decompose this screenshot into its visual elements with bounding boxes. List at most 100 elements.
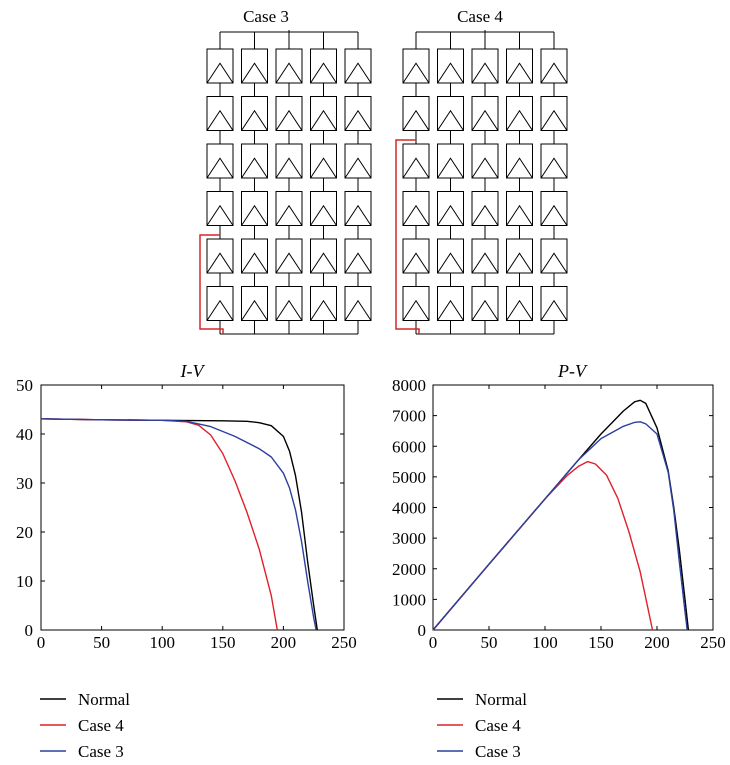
module-triangle xyxy=(402,109,430,131)
pv-legend: Normal Case 4 Case 3 xyxy=(437,690,527,761)
case4-pv-module xyxy=(506,96,533,131)
iv-legend: Normal Case 4 Case 3 xyxy=(40,690,130,761)
module-triangle xyxy=(206,299,234,321)
iv-chart: I-V 0 50 100 150 200 250 0 10 20 30 40 50 xyxy=(16,361,357,652)
pv-x-tick-label: 100 xyxy=(532,633,558,652)
case3-pv-module xyxy=(310,143,337,179)
case3-pv-module xyxy=(275,238,303,274)
module-triangle xyxy=(540,109,568,131)
pv-x-tick-label: 250 xyxy=(700,633,726,652)
iv-x-tick-label: 100 xyxy=(149,633,175,652)
module-triangle xyxy=(437,252,464,274)
pv-y-tick-label: 6000 xyxy=(392,437,426,456)
module-triangle xyxy=(540,62,568,84)
module-triangle xyxy=(540,157,568,179)
module-triangle xyxy=(540,299,568,321)
iv-legend-label: Normal xyxy=(78,690,130,709)
pv-chart: P-V 0 50 100 150 200 250 0 1000 2000 3000 4000 5000… xyxy=(392,361,726,652)
pv-x-tick-label: 150 xyxy=(588,633,614,652)
module-triangle xyxy=(241,252,268,274)
case3-pv-module xyxy=(275,143,303,179)
case3-pv-module xyxy=(310,286,337,321)
module-triangle xyxy=(241,204,268,226)
module-triangle xyxy=(506,157,533,179)
case4-pv-module xyxy=(437,96,464,131)
module-triangle xyxy=(206,252,234,274)
module-triangle xyxy=(310,204,337,226)
pv-axis-ticks: 0 50 100 150 200 250 0 1000 2000 3000 4000 5000 6000… xyxy=(392,376,726,652)
case3-pv-module xyxy=(206,191,234,226)
pv-legend-label: Case 3 xyxy=(475,742,521,761)
iv-x-tick-label: 50 xyxy=(93,633,110,652)
module-triangle xyxy=(310,157,337,179)
pv-legend-label: Normal xyxy=(475,690,527,709)
pv-series-line-normal xyxy=(432,399,690,631)
iv-y-tick-label: 10 xyxy=(16,572,33,591)
pv-series-line-case-4 xyxy=(432,460,654,631)
case3-pv-module xyxy=(275,48,303,84)
module-triangle xyxy=(402,299,430,321)
pv-x-tick-label: 0 xyxy=(429,633,438,652)
iv-legend-label: Case 4 xyxy=(78,716,124,735)
case4-pv-module xyxy=(437,191,464,226)
pv-array-diagram: Case 3 Case 4 xyxy=(199,7,568,335)
pv-y-tick-label: 7000 xyxy=(392,407,426,426)
case4-pv-module xyxy=(437,143,464,179)
module-triangle xyxy=(206,62,234,84)
module-triangle xyxy=(241,299,268,321)
case3-pv-module xyxy=(241,238,268,274)
pv-chart-title: P-V xyxy=(557,361,588,381)
pv-y-tick-label: 4000 xyxy=(392,499,426,518)
module-triangle xyxy=(402,204,430,226)
module-triangle xyxy=(206,157,234,179)
pv-y-tick-label: 1000 xyxy=(392,590,426,609)
case3-pv-module xyxy=(275,286,303,321)
case3-pv-module xyxy=(344,238,372,274)
case3-pv-module xyxy=(344,48,372,84)
case4-pv-module xyxy=(402,238,430,274)
case4-pv-module xyxy=(471,96,499,131)
case3-pv-module xyxy=(344,286,372,321)
module-triangle xyxy=(437,299,464,321)
case4-array xyxy=(395,30,568,335)
case4-pv-module xyxy=(540,48,568,84)
case4-pv-module xyxy=(540,143,568,179)
case4-pv-module xyxy=(506,143,533,179)
case3-pv-module xyxy=(206,48,234,84)
module-triangle xyxy=(344,109,372,131)
module-triangle xyxy=(540,204,568,226)
case3-pv-module xyxy=(206,96,234,131)
module-triangle xyxy=(506,109,533,131)
module-triangle xyxy=(275,62,303,84)
case4-pv-module xyxy=(540,286,568,321)
module-triangle xyxy=(275,204,303,226)
pv-y-tick-label: 8000 xyxy=(392,376,426,395)
module-triangle xyxy=(506,252,533,274)
iv-x-tick-label: 0 xyxy=(37,633,46,652)
case4-pv-module xyxy=(540,191,568,226)
iv-chart-title: I-V xyxy=(180,361,206,381)
case4-pv-module xyxy=(402,286,430,321)
case3-fault-bypass xyxy=(199,234,224,334)
case3-pv-module xyxy=(206,238,234,274)
module-triangle xyxy=(241,109,268,131)
case4-pv-module xyxy=(437,48,464,84)
module-triangle xyxy=(437,62,464,84)
iv-y-tick-label: 40 xyxy=(16,425,33,444)
case4-pv-module xyxy=(437,286,464,321)
module-triangle xyxy=(402,62,430,84)
case3-pv-module xyxy=(310,191,337,226)
case3-pv-module xyxy=(344,96,372,131)
module-triangle xyxy=(437,157,464,179)
module-triangle xyxy=(310,252,337,274)
case4-pv-module xyxy=(471,143,499,179)
module-triangle xyxy=(241,157,268,179)
iv-axis-ticks: 0 50 100 150 200 250 0 10 20 30 40 50 xyxy=(16,376,357,652)
module-triangle xyxy=(275,157,303,179)
case4-pv-module xyxy=(402,48,430,84)
module-triangle xyxy=(471,157,499,179)
module-triangle xyxy=(471,204,499,226)
case3-pv-module xyxy=(241,191,268,226)
case3-pv-module xyxy=(344,143,372,179)
pv-series-lines xyxy=(432,399,690,631)
